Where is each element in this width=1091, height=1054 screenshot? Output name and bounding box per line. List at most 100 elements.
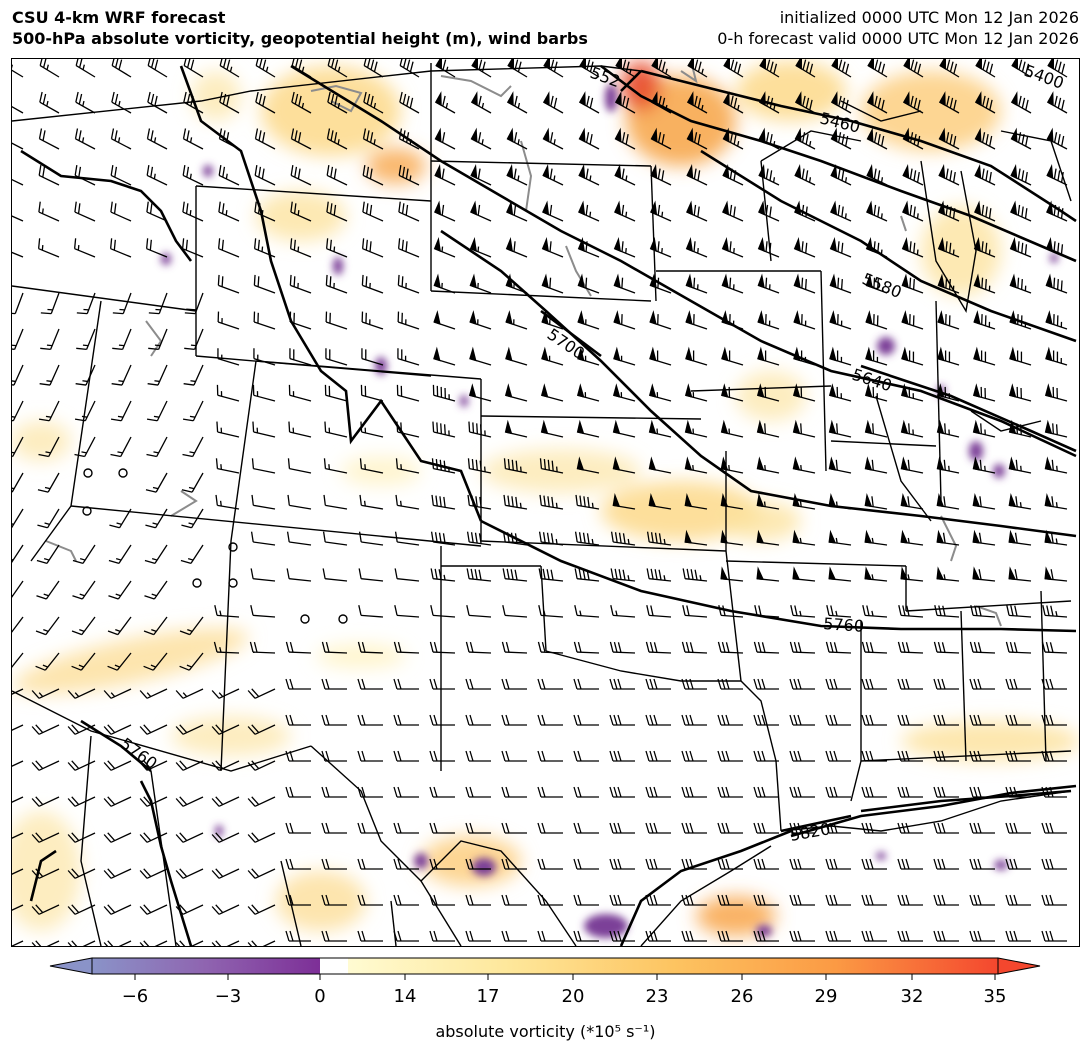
wind-barb-full [475, 496, 478, 507]
wind-barb-full [585, 132, 590, 143]
wind-barb-full [321, 678, 326, 690]
wind-barb-full [1013, 786, 1018, 798]
wind-barb-full [841, 242, 844, 254]
wind-barb-full [112, 347, 123, 350]
wind-barb-full [977, 642, 982, 653]
wind-barb-full [71, 868, 80, 878]
wind-barb-half [337, 139, 340, 145]
wind-barb-flag [939, 59, 947, 70]
wind-barb-full [943, 459, 946, 471]
wind-barb-full [111, 91, 115, 103]
wind-barb-full [549, 132, 554, 143]
wind-barb-half [151, 557, 158, 561]
wind-barb-full [826, 605, 830, 616]
wind-barb-full [181, 238, 185, 249]
wind-barb-full [649, 894, 654, 906]
wind-barb-full [358, 605, 362, 616]
wind-barb-full [71, 724, 80, 734]
height-contours [80, 64, 1077, 838]
wind-barb-full [681, 894, 686, 906]
wind-barb-full [985, 61, 990, 72]
wind-barb-full [433, 930, 438, 942]
wind-barb-full [42, 130, 46, 141]
wind-barb-full [689, 858, 694, 870]
wind-barb-full [397, 894, 402, 906]
colorbar-svg: −6 −3 0 14 17 20 23 26 29 32 35 [49, 957, 1041, 1007]
wind-barb-flag [577, 237, 586, 252]
wind-barb-full [861, 858, 866, 870]
wind-barb-full [981, 204, 985, 216]
wind-barb-half [589, 175, 592, 181]
wind-barb-staff [110, 796, 132, 807]
contour-label-5640: 5640 [850, 365, 895, 396]
wind-barb-full [658, 59, 663, 70]
wind-barb-full [251, 832, 260, 842]
wind-barb-full [973, 786, 978, 798]
wind-barb-flag [686, 164, 694, 180]
wind-barb-full [933, 678, 938, 690]
wind-barb-staff [325, 578, 348, 582]
wind-barb-full [469, 641, 474, 653]
wind-barb-full [441, 204, 445, 216]
init-time: initialized 0000 UTC Mon 12 Jan 2026 [779, 8, 1079, 27]
wind-barb-half [871, 610, 874, 617]
wind-barb-full [357, 714, 362, 726]
wind-barb-full [941, 822, 946, 834]
wind-barb-full [183, 91, 187, 103]
wind-barb-full [1057, 242, 1060, 254]
wind-barb-full [175, 798, 184, 807]
wind-barb-full [1021, 97, 1026, 109]
wind-barb-staff [469, 578, 492, 582]
wind-barb-staff [504, 651, 528, 654]
wind-barb-full [75, 383, 87, 386]
wind-barb-full [401, 203, 405, 214]
wind-barb-full [213, 641, 218, 653]
wind-barb-full [613, 714, 618, 726]
wind-barb-full [468, 421, 471, 433]
wind-barb-half [1055, 538, 1058, 544]
wind-barb-staff [156, 400, 168, 422]
wind-barb-full [905, 822, 910, 834]
wind-barb-full [334, 95, 338, 107]
wind-barb-full [825, 786, 830, 798]
wind-barb-full [862, 605, 866, 616]
wind-barb-full [74, 453, 85, 458]
wind-barb-staff [253, 541, 276, 546]
wind-barb-full [577, 786, 582, 798]
wind-barb-half [190, 344, 197, 347]
wind-barb-full [1017, 277, 1020, 289]
wind-barb-full [1049, 642, 1054, 653]
wind-barb-full [697, 133, 701, 145]
wind-barb-staff [397, 358, 420, 366]
wind-barb-flag [648, 419, 657, 435]
wind-barb-full [78, 93, 83, 105]
wind-barb-flag [470, 164, 478, 180]
wind-barb-staff [612, 651, 636, 654]
wind-barb-full [67, 906, 76, 915]
wind-barb-full [753, 822, 758, 834]
wind-barb-staff [12, 688, 24, 695]
wind-barb-full [12, 348, 15, 350]
wind-barb-full [1045, 714, 1050, 726]
wind-barb-full [654, 532, 658, 544]
wind-barb-full [291, 59, 295, 66]
wind-barb-half [297, 246, 300, 252]
map-panel[interactable]: 552 5400 5460 5580 5640 5700 5760 5760 5… [11, 58, 1080, 947]
wind-barb-full [1060, 171, 1064, 183]
wind-barb-full [905, 786, 910, 798]
wind-barb-staff [120, 436, 132, 457]
wind-barb-full [766, 95, 770, 107]
wind-barb-full [585, 168, 589, 180]
wind-barb-full [789, 930, 794, 942]
wind-barb-full [825, 714, 830, 726]
wind-barb-flag [829, 237, 838, 252]
wind-barb-full [321, 641, 326, 653]
wind-barb-full [114, 59, 119, 68]
wind-barb-half [81, 451, 87, 454]
wind-barb-full [103, 798, 112, 807]
wind-barb-full [258, 130, 262, 141]
wind-barb-full [825, 858, 830, 870]
wind-barb-staff [190, 544, 204, 564]
wind-barb-full [1046, 605, 1050, 616]
wind-barb-full [73, 238, 77, 249]
